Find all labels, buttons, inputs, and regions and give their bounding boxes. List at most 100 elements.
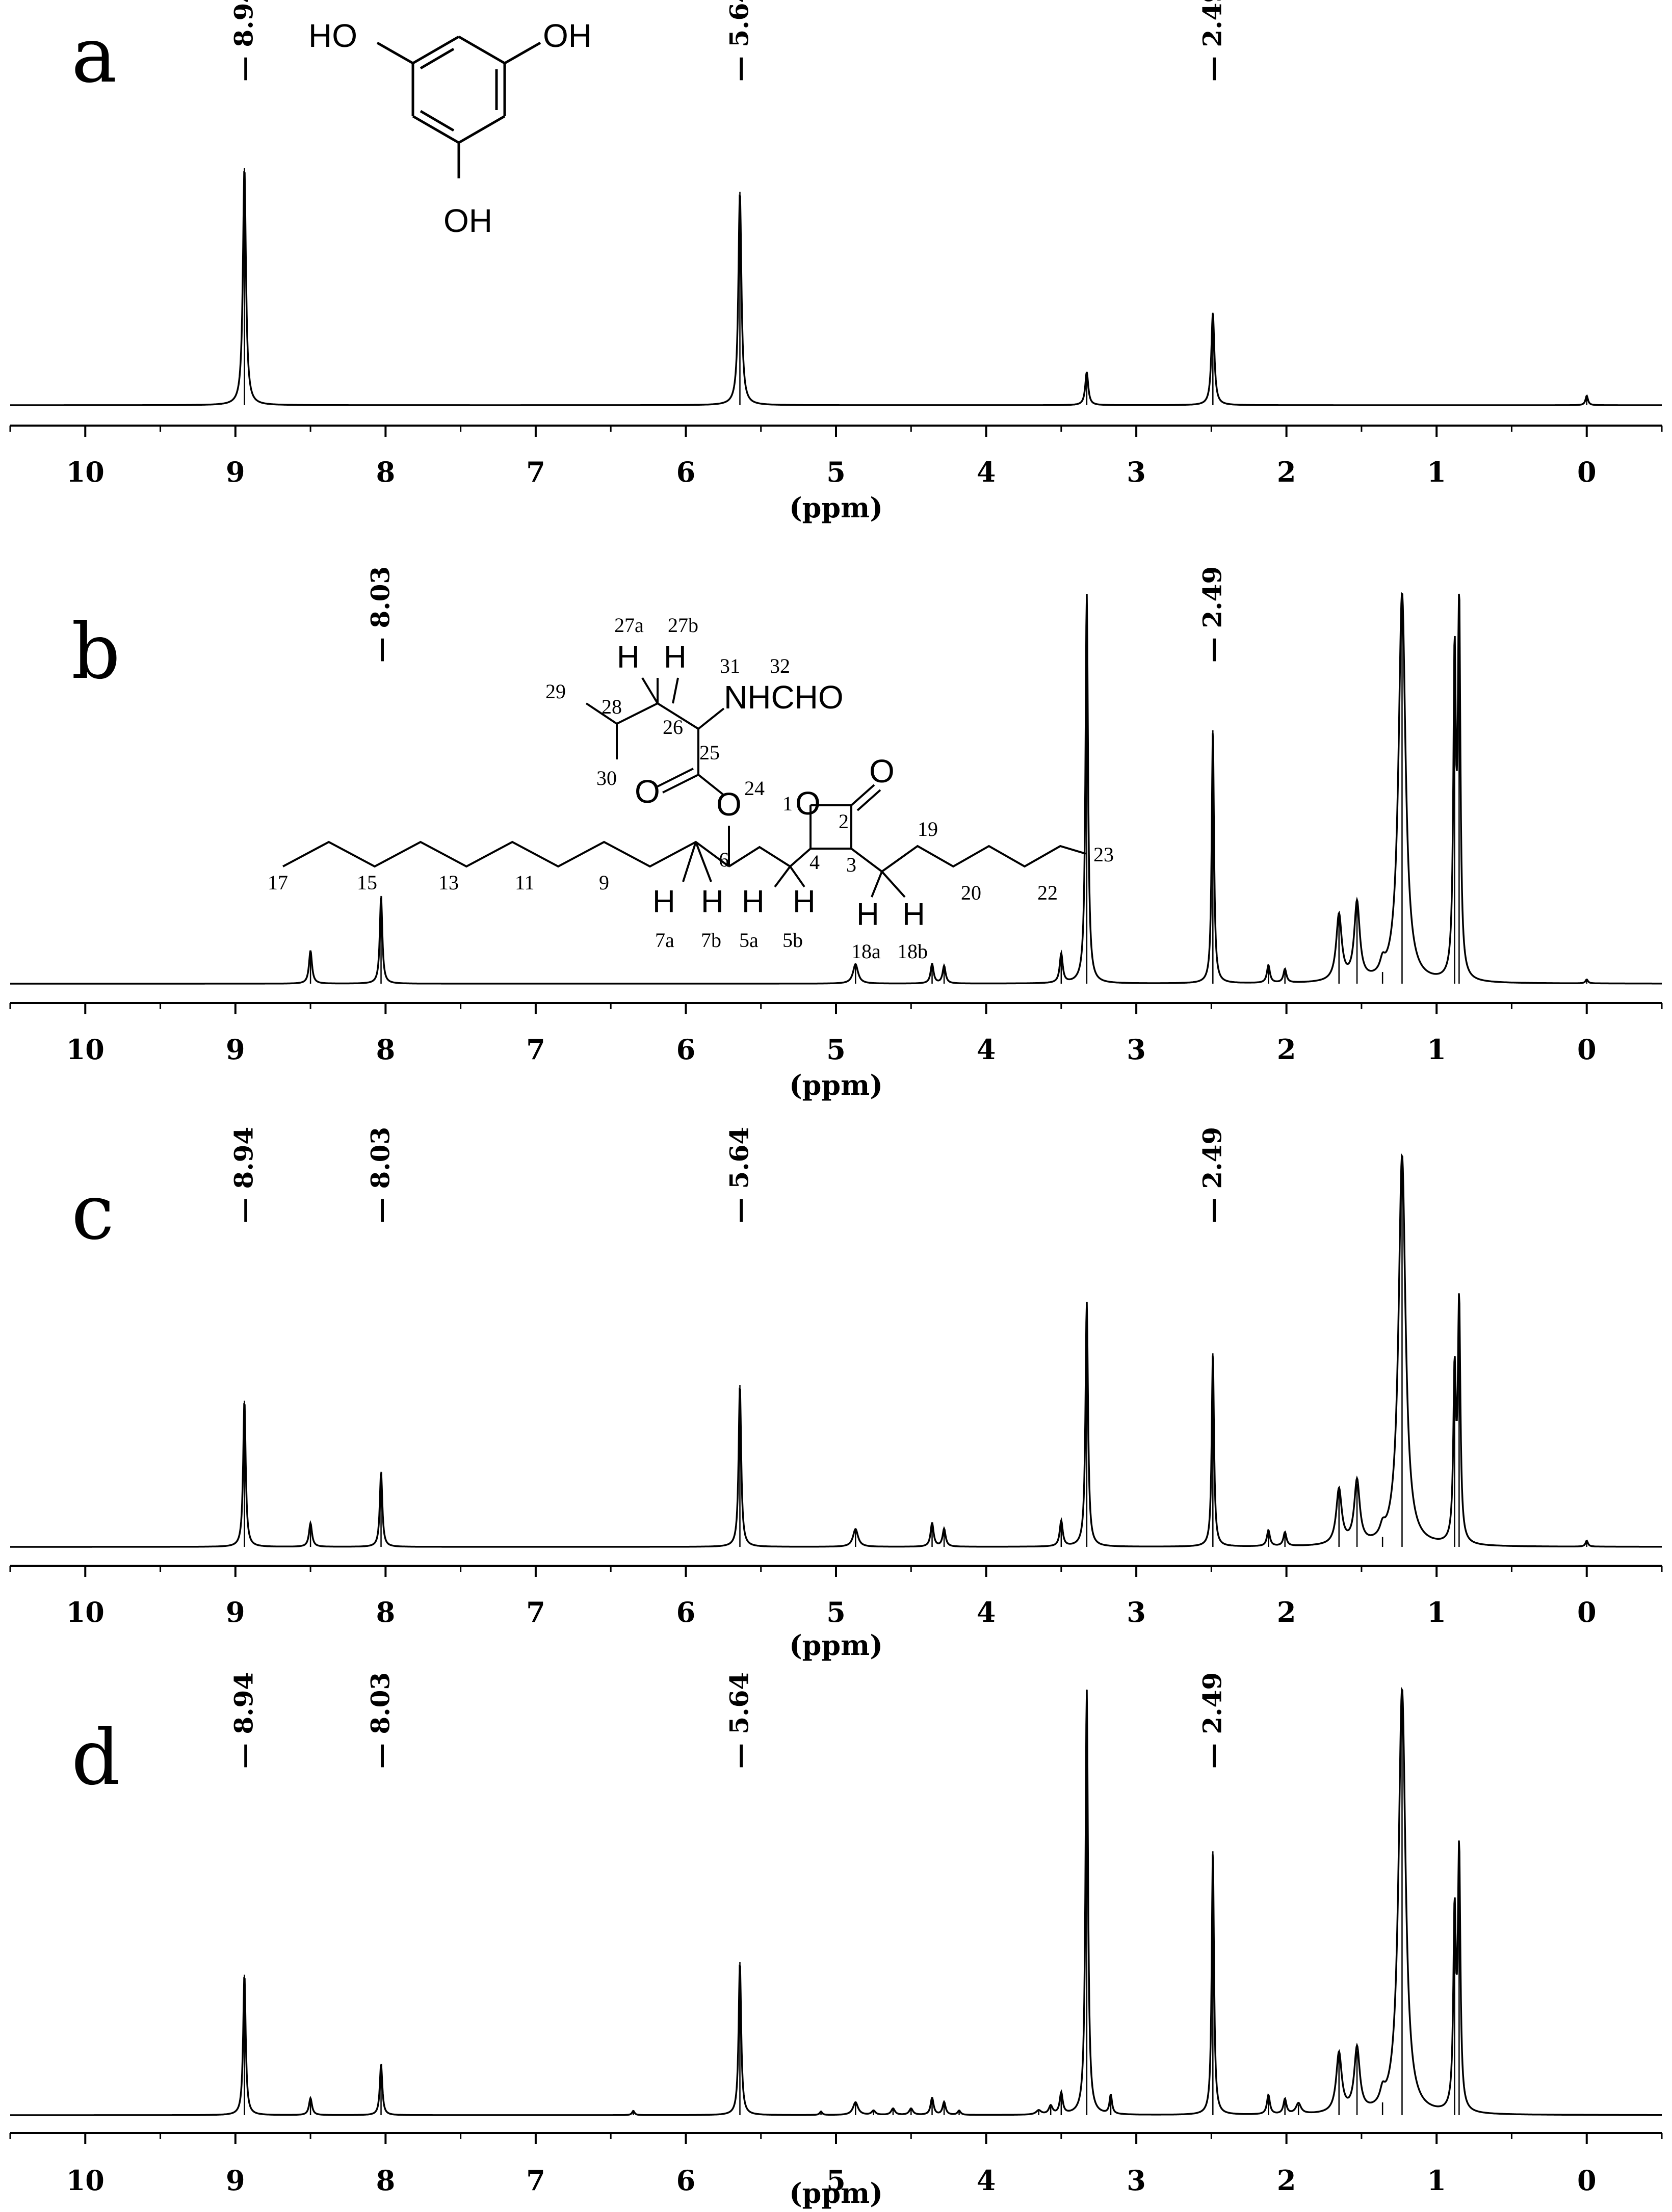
hydroxyl-label: OH xyxy=(543,17,592,54)
atom-number: 18a xyxy=(851,940,881,963)
atom-number: 19 xyxy=(918,818,938,840)
peak-label-text: — 8.03 xyxy=(365,1127,396,1223)
peak-label: — 8.03 xyxy=(365,566,396,663)
tick-label: 1 xyxy=(1427,1033,1446,1066)
lactone-oxygen: O xyxy=(795,785,821,822)
tick-label: 7 xyxy=(526,456,545,488)
hydrogen-label: H xyxy=(652,884,675,919)
peak-label: — 8.03 xyxy=(365,1672,396,1769)
tick-label: 9 xyxy=(226,456,245,488)
tick-label: 4 xyxy=(977,456,996,488)
hydrogen-label: H xyxy=(742,884,765,919)
tick-label: 6 xyxy=(676,1033,696,1066)
x-axis: 10 9 8 7 6 5 4 3 2 1 0(ppm) xyxy=(9,425,1663,524)
atom-number: 15 xyxy=(357,871,377,894)
atom-number: 2 xyxy=(839,810,849,833)
hydrogen-label: H xyxy=(856,897,879,932)
tick-label: 9 xyxy=(226,1033,245,1066)
tick-label: 0 xyxy=(1577,1596,1597,1628)
atom-number: 22 xyxy=(1037,881,1058,904)
spectrum xyxy=(10,1687,1662,2116)
x-axis-label: (ppm) xyxy=(789,1629,883,1662)
peak-label-text: — 5.64 xyxy=(724,1127,754,1223)
peak-label: — 5.64 xyxy=(724,1127,754,1223)
tick-label: 4 xyxy=(977,1033,996,1066)
tick-label: 4 xyxy=(977,2164,996,2197)
spectrum-line xyxy=(10,592,1662,985)
tick-label: 2 xyxy=(1277,1033,1296,1066)
atom-number: 3 xyxy=(846,853,856,876)
atom-number: 29 xyxy=(545,680,566,703)
ester-oxygen: O xyxy=(716,786,742,823)
hydrogen-label: H xyxy=(701,884,724,919)
peak-label-text: — 8.94 xyxy=(228,1672,258,1769)
peak-label-text: — 8.03 xyxy=(365,1672,396,1769)
tick-label: 6 xyxy=(676,1596,696,1628)
peak-label-group: — 8.94 — 5.64 — 2.49 xyxy=(228,0,1227,82)
tick-label: 1 xyxy=(1427,1596,1446,1628)
atom-number: 31 xyxy=(720,654,740,677)
x-axis: 10 9 8 7 6 5 4 3 2 1 0(ppm) xyxy=(9,1002,1663,1101)
panel-letter: b xyxy=(71,608,120,696)
atom-number: 4 xyxy=(809,851,820,874)
atom-number: 24 xyxy=(744,777,765,800)
tick-label: 10 xyxy=(66,1033,104,1066)
atom-number: 5b xyxy=(782,929,803,952)
peak-label-text: — 2.49 xyxy=(1197,1672,1227,1769)
tick-label: 7 xyxy=(526,1033,545,1066)
panel-letter: d xyxy=(71,1714,120,1802)
tick-label: 10 xyxy=(66,456,104,488)
tick-label: 8 xyxy=(376,1596,396,1628)
atom-number: 28 xyxy=(602,695,622,718)
tick-label: 10 xyxy=(66,2164,104,2197)
tick-label: 5 xyxy=(826,2164,846,2197)
panel-b: b — 8.03— 2.49 10 9 8 7 6 5 4 3 2 1 0(ppm) xyxy=(9,566,1663,1101)
peak-label: — 8.94 xyxy=(228,0,258,82)
hydrogen-label: H xyxy=(902,897,925,932)
panel-a: a — 8.94— 5.64— 2.49 10 9 8 7 6 5 4 3 2 1 0(ppm) H… xyxy=(9,0,1663,524)
tick-label: 3 xyxy=(1127,456,1146,488)
orlistat-structure xyxy=(282,677,1086,898)
tick-label: 0 xyxy=(1577,2164,1597,2197)
tick-label: 3 xyxy=(1127,1596,1146,1628)
tick-label: 5 xyxy=(826,1596,846,1628)
atom-number: 30 xyxy=(596,767,617,789)
tick-label: 2 xyxy=(1277,1596,1296,1628)
tick-label: 2 xyxy=(1277,456,1296,488)
atom-number: 6 xyxy=(719,848,729,871)
peak-label: — 2.49 xyxy=(1197,566,1227,663)
tick-label: 7 xyxy=(526,2164,545,2197)
tick-label: 2 xyxy=(1277,2164,1296,2197)
peak-label-text: — 5.64 xyxy=(724,1672,754,1769)
carbonyl-oxygen: O xyxy=(635,773,660,810)
x-axis: 10 9 8 7 6 5 4 3 2 1 0(ppm) xyxy=(9,2132,1663,2209)
tick-label: 9 xyxy=(226,2164,245,2197)
spectrum-line xyxy=(10,1153,1662,1548)
tick-label: 8 xyxy=(376,2164,396,2197)
peak-label: — 2.49 xyxy=(1197,0,1227,82)
peak-label-text: — 2.49 xyxy=(1197,0,1227,82)
hydrogen-label: H xyxy=(617,640,640,675)
atom-number: 20 xyxy=(961,881,981,904)
peak-label-text: — 8.03 xyxy=(365,566,396,663)
atom-number: 5a xyxy=(739,929,759,952)
x-axis-label: (ppm) xyxy=(789,491,883,524)
atom-number: 7a xyxy=(655,929,674,952)
tick-label: 10 xyxy=(66,1596,104,1628)
x-axis-label: (ppm) xyxy=(789,1069,883,1101)
peak-label: — 5.64 xyxy=(724,0,754,82)
spectrum xyxy=(10,592,1662,985)
hydroxyl-label: HO xyxy=(308,17,357,54)
spectrum-line xyxy=(10,1687,1662,2116)
formamide-group: NHCHO xyxy=(724,679,844,716)
spectrum-line xyxy=(10,171,1662,406)
hydrogen-label: H xyxy=(793,884,816,919)
tick-label: 1 xyxy=(1427,456,1446,488)
atom-number: 1 xyxy=(782,792,793,815)
tick-label: 5 xyxy=(826,456,846,488)
atom-number: 27a xyxy=(614,614,644,637)
panel-d: d — 8.94— 8.03— 5.64— 2.49 10 9 8 7 6 5 4 3 2 1 0(… xyxy=(9,1672,1663,2209)
peak-label-group: — 8.94 — 8.03 — 5.64 — 2.49 xyxy=(228,1672,1227,1769)
tick-label: 0 xyxy=(1577,1033,1597,1066)
peak-label-text: — 8.94 xyxy=(228,1127,258,1223)
